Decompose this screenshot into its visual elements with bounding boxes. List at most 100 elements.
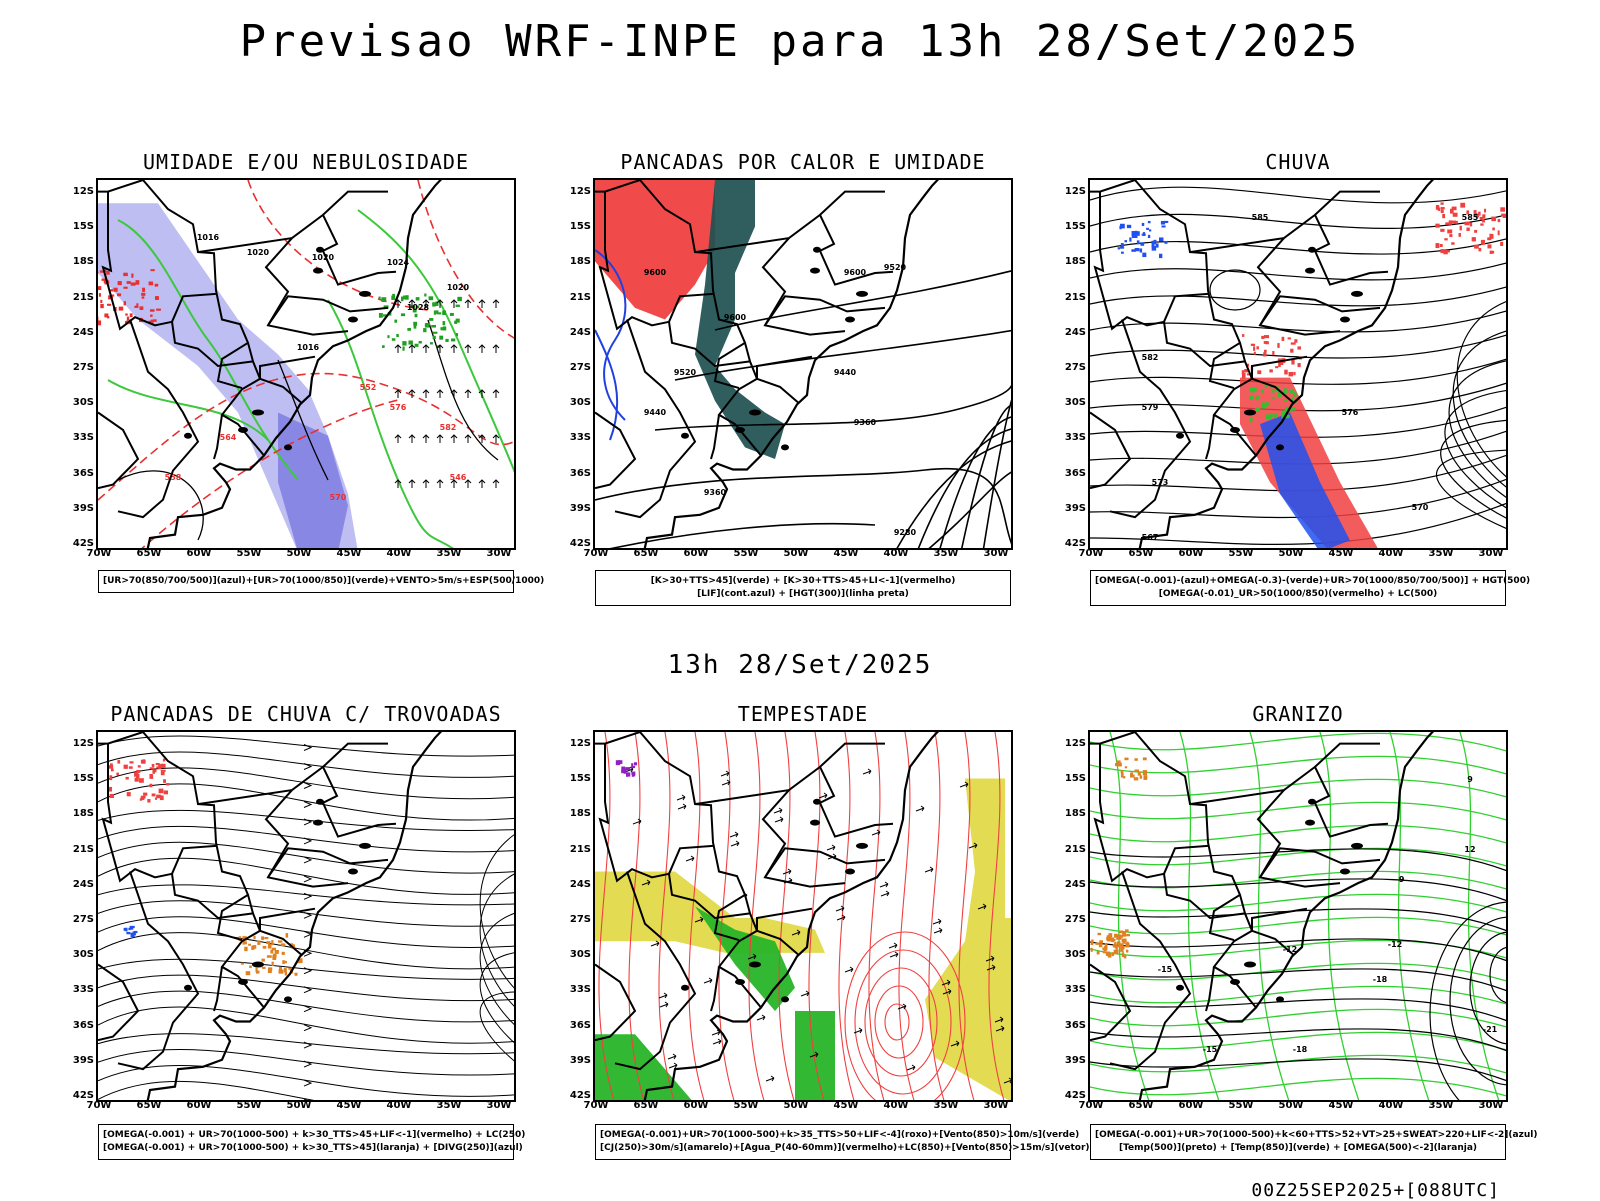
contour-label: 585 (1462, 213, 1479, 222)
latitude-tick-label: 30S (1056, 397, 1086, 408)
lake-feature (845, 869, 855, 875)
rain-red-pattern (1298, 363, 1301, 367)
thunder-red-pattern (161, 772, 165, 776)
latitude-tick-label: 36S (561, 1020, 591, 1031)
political-border (268, 848, 388, 877)
red-pattern (100, 304, 103, 308)
political-border (595, 732, 761, 1008)
thunder-orange-pattern (266, 941, 270, 944)
political-border (323, 767, 396, 837)
longitude-tick-label: 30W (1474, 548, 1508, 559)
longitude-tick-label: 65W (629, 1100, 663, 1111)
wind850-vector (757, 1015, 765, 1020)
thunder-red-pattern (164, 790, 168, 794)
longitude-tick-label: 40W (1374, 548, 1408, 559)
red-pattern (150, 315, 152, 317)
green-pattern (413, 322, 417, 326)
rain-red-pattern (1269, 369, 1272, 372)
rain-red-pattern (1253, 346, 1255, 350)
wind850-vector (889, 943, 897, 948)
rain-blue-pattern (1152, 246, 1157, 251)
longitude-tick-label: 50W (779, 1100, 813, 1111)
latitude-tick-label: 24S (64, 327, 94, 338)
rain-red-pattern (1450, 209, 1454, 214)
rain-red-pattern (1264, 335, 1269, 338)
political-border (1110, 320, 1190, 518)
latitude-tick-label: 18S (64, 808, 94, 819)
political-border (1206, 967, 1214, 1011)
longitude-tick-label: 60W (679, 548, 713, 559)
thunder-red-pattern (129, 761, 133, 763)
red-pattern (107, 304, 111, 306)
thunder-red-pattern (138, 765, 141, 767)
divergence-blue-pattern (131, 933, 135, 937)
wind850-vector (721, 771, 729, 776)
rain-red-pattern (1438, 208, 1440, 211)
wind-vector (409, 435, 415, 443)
longitude-tick-label: 60W (1174, 1100, 1208, 1111)
hgt300-contour (595, 469, 1013, 550)
green-pattern (423, 328, 426, 332)
lc250-streamline (480, 912, 516, 1028)
longitude-tick-label: 55W (232, 1100, 266, 1111)
rain-red-pattern (1290, 349, 1293, 353)
rain-red-pattern (1291, 360, 1294, 365)
thunder-orange-pattern (295, 973, 298, 976)
longitude-tick-label: 35W (929, 1100, 963, 1111)
omega500-orange-pattern (1118, 763, 1122, 767)
thunder-red-pattern (163, 759, 165, 762)
latitude-tick-label: 27S (1056, 914, 1086, 925)
longitude-tick-label: 30W (979, 548, 1013, 559)
latitude-tick-label: 27S (64, 914, 94, 925)
contour-label: -12 (1388, 940, 1402, 949)
red-pattern (141, 293, 145, 296)
thunder-red-pattern (139, 778, 144, 783)
omega500-orange-pattern (1124, 758, 1128, 761)
omega500-orange-pattern (1120, 947, 1123, 952)
latitude-tick-label: 24S (561, 327, 591, 338)
rain-red-pattern (1440, 244, 1443, 247)
rain-blue-pattern (1161, 225, 1165, 227)
wind-vector (395, 345, 401, 353)
thunder-orange-pattern (264, 937, 268, 939)
thunder-red-pattern (161, 770, 166, 772)
lc850-streamline (899, 732, 915, 1102)
latitude-tick-label: 18S (64, 256, 94, 267)
rain-green-pattern (1272, 389, 1275, 393)
longitude-tick-label: 70W (1074, 548, 1108, 559)
longitude-tick-label: 40W (382, 1100, 416, 1111)
caption-line: [Temp(500)](preto) + [Temp(850)](verde) … (1095, 1142, 1501, 1155)
hgt500-streamline (1090, 286, 1508, 306)
longitude-tick-label: 40W (879, 1100, 913, 1111)
rain-red-pattern (1503, 214, 1508, 218)
latitude-tick-label: 18S (1056, 256, 1086, 267)
contour-label: 576 (1342, 408, 1359, 417)
thunder-red-pattern (129, 766, 133, 768)
green-pattern (429, 296, 434, 300)
rain-blue-pattern (1121, 252, 1124, 254)
thunder-orange-pattern (246, 971, 251, 975)
thunder-red-pattern (156, 766, 158, 768)
rain-green-pattern (1274, 414, 1277, 419)
rain-red-pattern (1487, 244, 1491, 248)
latitude-tick-label: 39S (561, 1055, 591, 1066)
longitude-tick-label: 70W (1074, 1100, 1108, 1111)
green-pattern (415, 314, 418, 317)
omega500-orange-pattern (1123, 941, 1126, 944)
latitude-tick-label: 30S (561, 397, 591, 408)
green-pattern (391, 296, 395, 300)
thunder-red-pattern (163, 779, 166, 783)
contour-label: 564 (220, 433, 237, 442)
wind850-vector (678, 804, 686, 809)
political-border (1090, 732, 1256, 1008)
panel-title-pancadas_trovoadas: PANCADAS DE CHUVA C/ TROVOADAS (96, 702, 516, 726)
red-pattern (153, 319, 157, 322)
latitude-tick-label: 33S (64, 432, 94, 443)
green-pattern (431, 325, 436, 328)
rain-blue-pattern (1121, 243, 1124, 247)
lake-feature (681, 985, 689, 991)
green-pattern (430, 342, 433, 344)
